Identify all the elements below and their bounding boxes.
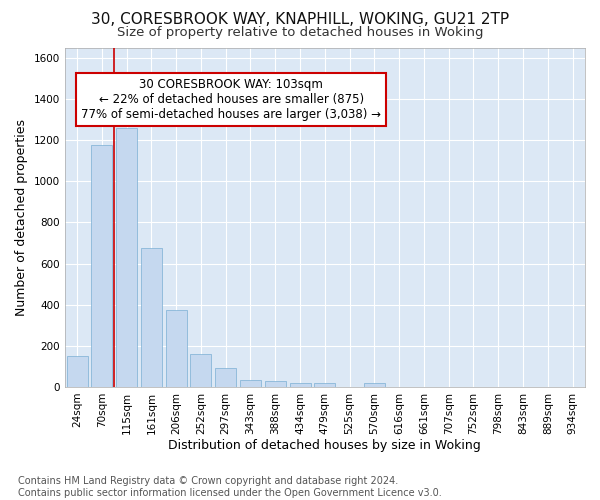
Text: Size of property relative to detached houses in Woking: Size of property relative to detached ho…	[117, 26, 483, 39]
Bar	[265, 381, 286, 387]
Bar	[67, 356, 88, 387]
X-axis label: Distribution of detached houses by size in Woking: Distribution of detached houses by size …	[169, 440, 481, 452]
Bar	[190, 354, 211, 387]
Bar	[116, 128, 137, 387]
Bar	[240, 380, 261, 387]
Text: 30 CORESBROOK WAY: 103sqm
← 22% of detached houses are smaller (875)
77% of semi: 30 CORESBROOK WAY: 103sqm ← 22% of detac…	[81, 78, 381, 121]
Bar	[364, 383, 385, 387]
Bar	[91, 145, 112, 387]
Bar	[166, 310, 187, 387]
Bar	[314, 383, 335, 387]
Bar	[290, 383, 311, 387]
Y-axis label: Number of detached properties: Number of detached properties	[15, 118, 28, 316]
Text: 30, CORESBROOK WAY, KNAPHILL, WOKING, GU21 2TP: 30, CORESBROOK WAY, KNAPHILL, WOKING, GU…	[91, 12, 509, 26]
Bar	[141, 248, 162, 387]
Text: Contains HM Land Registry data © Crown copyright and database right 2024.
Contai: Contains HM Land Registry data © Crown c…	[18, 476, 442, 498]
Bar	[215, 368, 236, 387]
